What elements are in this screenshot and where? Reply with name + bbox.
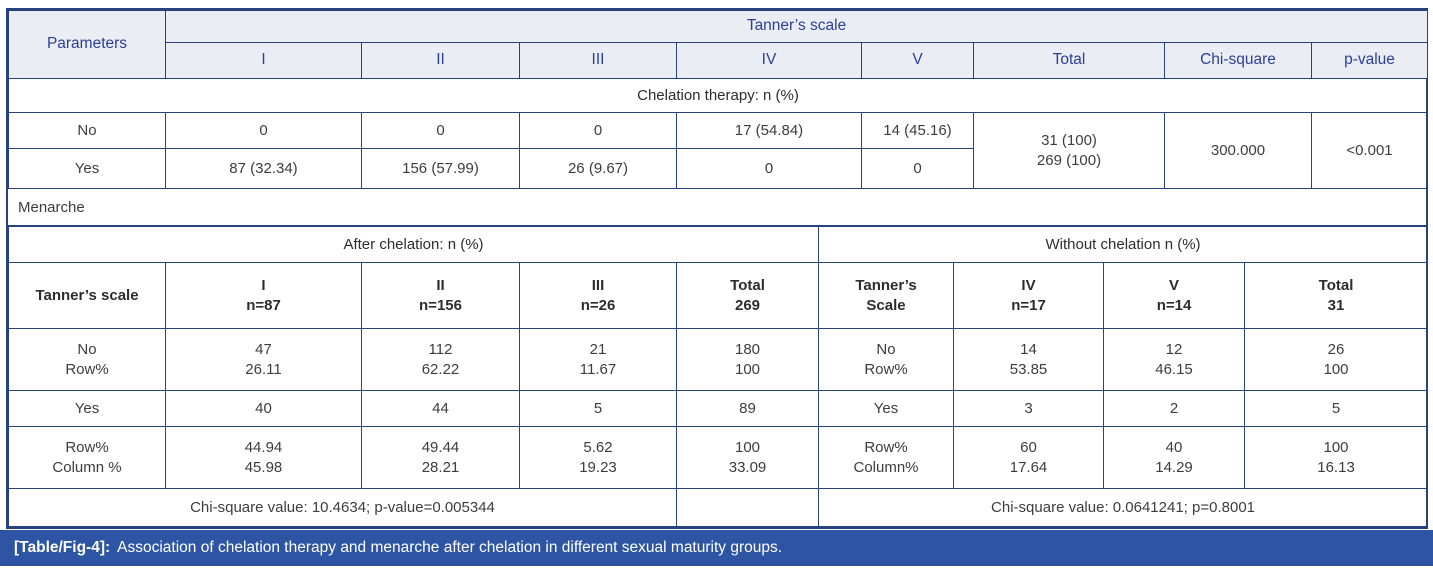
col-header-III: III — [519, 42, 677, 79]
col-header-I-n87: I n=87 — [165, 262, 362, 329]
data-cell: 112 62.22 — [361, 328, 520, 391]
data-cell: 0 — [361, 112, 520, 149]
p-value-cell: <0.001 — [1311, 112, 1428, 189]
col-header-IV-n17: IV n=17 — [953, 262, 1105, 329]
table-fig-4: Parameters Tanner’s scale I II III IV V … — [6, 8, 1429, 529]
row-label-yes: Yes — [8, 148, 166, 189]
data-cell: 26 (9.67) — [519, 148, 677, 189]
data-cell: 100 16.13 — [1244, 426, 1429, 489]
data-cell: 5 — [519, 390, 677, 427]
col-header-p-value: p-value — [1311, 42, 1428, 79]
parameters-header: Parameters — [8, 10, 166, 79]
data-cell: 89 — [675, 390, 820, 427]
group-header-without-chelation: Without chelation n (%) — [818, 226, 1429, 263]
col-header-total-269: Total 269 — [675, 262, 820, 329]
data-cell: 21 11.67 — [519, 328, 677, 391]
section-label-menarche: Menarche — [8, 189, 1426, 226]
tanners-scale-row-header-right: Tanner’s Scale — [818, 262, 955, 329]
table-caption: [Table/Fig-4]: Association of chelation … — [0, 530, 1433, 566]
chi-square-note-left: Chi-square value: 10.4634; p-value=0.005… — [8, 488, 677, 527]
data-cell: 0 — [676, 148, 862, 189]
row-label-yes: Yes — [8, 390, 166, 427]
data-cell: 5.62 19.23 — [519, 426, 677, 489]
row-label-rowpct-colpct: Row% Column % — [8, 426, 166, 489]
data-cell: 14 (45.16) — [861, 112, 974, 149]
col-header-III-n26: III n=26 — [519, 262, 677, 329]
row-label-no-rowpct-right: No Row% — [818, 328, 955, 391]
section-label-chelation-therapy: Chelation therapy: n (%) — [8, 78, 1428, 113]
total-cell: 31 (100) 269 (100) — [973, 112, 1165, 189]
chelation-therapy-table: Parameters Tanner’s scale I II III IV V … — [8, 10, 1428, 189]
data-cell: 12 46.15 — [1103, 328, 1246, 391]
col-header-V: V — [861, 42, 974, 79]
data-cell: 40 14.29 — [1103, 426, 1246, 489]
col-header-I: I — [165, 42, 362, 79]
data-cell: 0 — [861, 148, 974, 189]
col-header-II: II — [361, 42, 520, 79]
chi-square-note-right: Chi-square value: 0.0641241; p=0.8001 — [818, 488, 1429, 527]
data-cell: 49.44 28.21 — [361, 426, 520, 489]
data-cell: 0 — [165, 112, 362, 149]
col-header-V-n14: V n=14 — [1103, 262, 1246, 329]
tanners-scale-row-header: Tanner’s scale — [8, 262, 166, 329]
data-cell: 5 — [1244, 390, 1429, 427]
col-header-total-31: Total 31 — [1244, 262, 1429, 329]
data-cell: 40 — [165, 390, 362, 427]
caption-tag: [Table/Fig-4]: — [14, 539, 111, 556]
menarche-table: After chelation: n (%) Without chelation… — [7, 226, 1429, 527]
data-cell: 156 (57.99) — [361, 148, 520, 189]
data-cell: 17 (54.84) — [676, 112, 862, 149]
data-cell: 3 — [953, 390, 1105, 427]
data-cell: 100 33.09 — [675, 426, 820, 489]
data-cell: 47 26.11 — [165, 328, 362, 391]
data-cell: 44.94 45.98 — [165, 426, 362, 489]
data-cell: 180 100 — [675, 328, 820, 391]
row-label-no-rowpct: No Row% — [8, 328, 166, 391]
data-cell: 26 100 — [1244, 328, 1429, 391]
data-cell: 60 17.64 — [953, 426, 1105, 489]
row-label-rowpct-colpct-right: Row% Column% — [818, 426, 955, 489]
caption-text: Association of chelation therapy and men… — [117, 539, 783, 556]
data-cell: 2 — [1103, 390, 1246, 427]
tanners-scale-group-header: Tanner’s scale — [165, 10, 1428, 43]
data-cell: 87 (32.34) — [165, 148, 362, 189]
data-cell: 0 — [519, 112, 677, 149]
col-header-II-n156: II n=156 — [361, 262, 520, 329]
col-header-chi-square: Chi-square — [1164, 42, 1312, 79]
group-header-after-chelation: After chelation: n (%) — [7, 226, 820, 263]
col-header-IV: IV — [676, 42, 862, 79]
menarche-label: Menarche — [18, 198, 85, 216]
row-label-yes-right: Yes — [818, 390, 955, 427]
data-cell: 44 — [361, 390, 520, 427]
data-cell: 14 53.85 — [953, 328, 1105, 391]
chi-square-cell: 300.000 — [1164, 112, 1312, 189]
row-label-no: No — [8, 112, 166, 149]
col-header-total: Total — [973, 42, 1165, 79]
empty-cell — [675, 488, 820, 527]
